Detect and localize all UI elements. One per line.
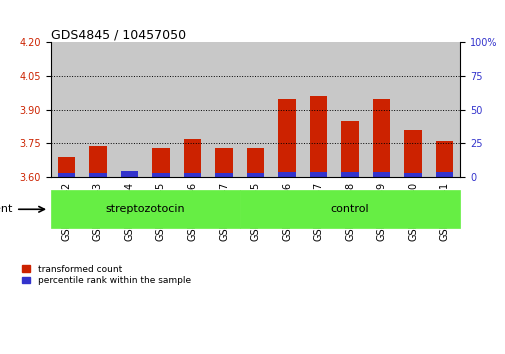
Bar	[403, 173, 421, 177]
Bar	[309, 96, 327, 177]
Bar	[435, 172, 452, 177]
Bar	[82, 42, 114, 177]
Bar	[239, 190, 460, 228]
Bar	[309, 172, 327, 177]
Bar	[58, 173, 75, 177]
Bar	[152, 148, 169, 177]
Bar	[246, 173, 264, 177]
Bar	[246, 148, 264, 177]
Bar	[183, 139, 201, 177]
Bar	[271, 42, 302, 177]
Bar	[114, 42, 145, 177]
Bar	[278, 172, 295, 177]
Bar	[372, 172, 389, 177]
Bar	[50, 42, 82, 177]
Bar	[239, 42, 271, 177]
Bar	[435, 141, 452, 177]
Bar	[215, 148, 232, 177]
Bar	[89, 173, 107, 177]
Bar	[302, 42, 334, 177]
Legend: transformed count, percentile rank within the sample: transformed count, percentile rank withi…	[22, 265, 190, 285]
Bar	[334, 42, 365, 177]
Bar	[121, 171, 138, 177]
Bar	[341, 172, 358, 177]
Bar	[365, 42, 396, 177]
Bar	[428, 42, 460, 177]
Bar	[89, 145, 107, 177]
Bar	[208, 42, 239, 177]
Bar	[176, 42, 208, 177]
Text: streptozotocin: streptozotocin	[105, 204, 185, 214]
Text: GDS4845 / 10457050: GDS4845 / 10457050	[50, 28, 185, 41]
Text: agent: agent	[0, 204, 13, 214]
Text: control: control	[330, 204, 369, 214]
Bar	[145, 42, 176, 177]
Bar	[152, 173, 169, 177]
Bar	[58, 157, 75, 177]
Bar	[396, 42, 428, 177]
Bar	[278, 98, 295, 177]
Bar	[372, 98, 389, 177]
Bar	[121, 172, 138, 177]
Bar	[403, 130, 421, 177]
Bar	[50, 190, 239, 228]
Bar	[183, 173, 201, 177]
Bar	[341, 121, 358, 177]
Bar	[215, 173, 232, 177]
